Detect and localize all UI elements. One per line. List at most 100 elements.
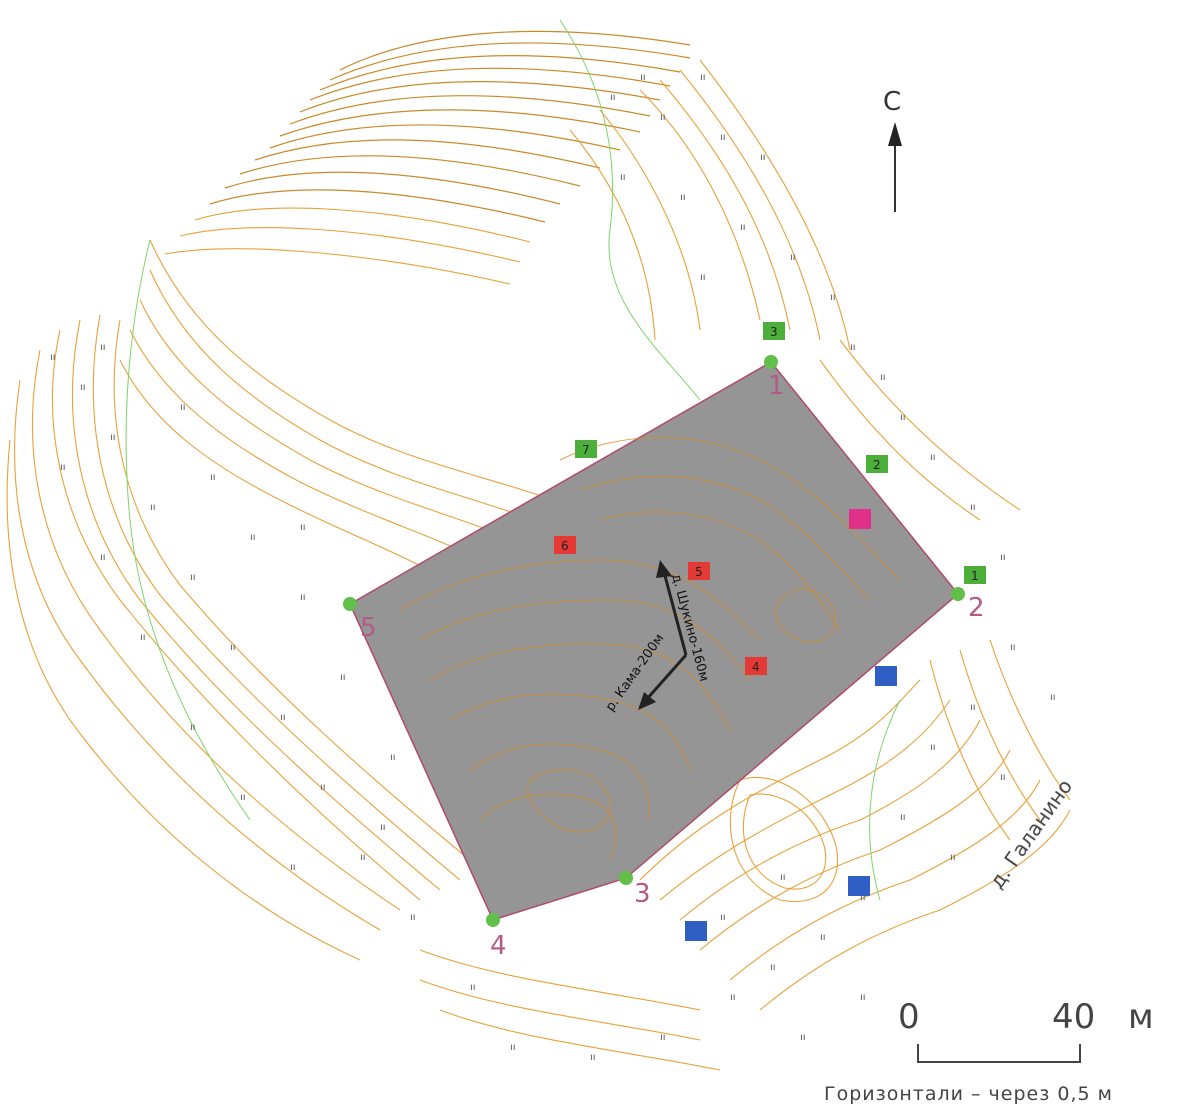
svg-text:ıı: ıı	[860, 892, 866, 903]
svg-text:ıı: ıı	[100, 342, 106, 353]
svg-text:ıı: ıı	[110, 432, 116, 443]
svg-text:ıı: ıı	[820, 932, 826, 943]
green-marker-1-label: 1	[971, 569, 979, 583]
svg-text:ıı: ıı	[970, 702, 976, 713]
scale-end: 40	[1052, 997, 1095, 1037]
svg-text:ıı: ıı	[210, 472, 216, 483]
contour-lines	[6, 30, 1071, 1071]
svg-text:ıı: ıı	[590, 1052, 596, 1063]
svg-text:ıı: ıı	[760, 152, 766, 163]
site-contours	[399, 437, 901, 861]
green-marker-3[interactable]	[763, 322, 785, 340]
vertex-4[interactable]	[486, 913, 500, 927]
svg-text:ıı: ıı	[510, 1042, 516, 1053]
vertex-label-4: 4	[490, 931, 507, 961]
svg-text:ıı: ıı	[410, 912, 416, 923]
green-marker-7-label: 7	[582, 443, 590, 457]
north-label: С	[883, 87, 901, 117]
green-marker-1[interactable]	[964, 566, 986, 584]
svg-text:ıı: ıı	[190, 572, 196, 583]
site-vertices	[343, 355, 965, 927]
svg-text:ıı: ıı	[780, 872, 786, 883]
green-marker-2[interactable]	[866, 455, 888, 473]
red-marker-4-label: 4	[752, 660, 760, 674]
vertex-label-3: 3	[634, 879, 651, 909]
pink-marker[interactable]	[849, 509, 871, 529]
svg-text:ıı: ıı	[700, 72, 706, 83]
green-marker-3-label: 3	[770, 325, 778, 339]
blue-marker[interactable]	[685, 921, 707, 941]
svg-text:ıı: ıı	[250, 532, 256, 543]
scale-unit: м	[1128, 997, 1154, 1037]
svg-text:ıı: ıı	[300, 522, 306, 533]
svg-text:ıı: ıı	[770, 962, 776, 973]
vertex-5[interactable]	[343, 597, 357, 611]
svg-text:ıı: ıı	[360, 852, 366, 863]
svg-text:ıı: ıı	[50, 352, 56, 363]
svg-text:ıı: ıı	[60, 462, 66, 473]
svg-text:ıı: ıı	[850, 342, 856, 353]
svg-text:ıı: ıı	[300, 592, 306, 603]
svg-text:ıı: ıı	[900, 412, 906, 423]
svg-text:ıı: ıı	[620, 172, 626, 183]
svg-text:ıı: ıı	[730, 992, 736, 1003]
svg-text:ıı: ıı	[190, 722, 196, 733]
red-marker-5-label: 5	[695, 565, 703, 579]
svg-text:ıı: ıı	[230, 642, 236, 653]
meadow-symbols: ıı ıı ıı ıı ıı ıı ıı ıı ıı ıı ıı ıı ıı ı…	[50, 72, 1056, 1063]
svg-text:ıı: ıı	[660, 1032, 666, 1043]
svg-text:ıı: ıı	[380, 822, 386, 833]
red-marker-5[interactable]	[688, 562, 710, 580]
green-marker-2-label: 2	[873, 458, 881, 472]
vertex-2[interactable]	[951, 587, 965, 601]
svg-text:ıı: ıı	[1050, 692, 1056, 703]
green-marker-7[interactable]	[575, 440, 597, 458]
streams	[125, 19, 901, 901]
svg-text:ıı: ıı	[610, 92, 616, 103]
svg-text:ıı: ıı	[660, 112, 666, 123]
blue-marker[interactable]	[875, 666, 897, 686]
svg-text:ıı: ıı	[180, 402, 186, 413]
svg-text:ıı: ıı	[640, 72, 646, 83]
svg-text:ıı: ıı	[880, 372, 886, 383]
svg-text:ıı: ıı	[240, 792, 246, 803]
svg-text:ıı: ıı	[140, 632, 146, 643]
svg-text:ıı: ıı	[830, 292, 836, 303]
svg-text:ıı: ıı	[700, 272, 706, 283]
svg-text:ıı: ıı	[720, 912, 726, 923]
svg-text:ıı: ıı	[680, 192, 686, 203]
svg-text:ıı: ıı	[100, 552, 106, 563]
svg-text:ıı: ıı	[470, 982, 476, 993]
svg-text:ıı: ıı	[900, 812, 906, 823]
svg-text:ıı: ıı	[80, 382, 86, 393]
svg-text:ıı: ıı	[950, 852, 956, 863]
red-markers: 6 5 4	[554, 536, 767, 675]
svg-text:ıı: ıı	[320, 782, 326, 793]
vertex-3[interactable]	[619, 871, 633, 885]
svg-text:ıı: ıı	[930, 452, 936, 463]
vertex-label-5: 5	[360, 613, 377, 643]
svg-text:ıı: ıı	[860, 992, 866, 1003]
vertex-label-1: 1	[768, 371, 785, 401]
svg-text:ıı: ıı	[1010, 642, 1016, 653]
red-marker-6[interactable]	[554, 536, 576, 554]
contour-interval-note: Горизонтали – через 0,5 м	[824, 1083, 1113, 1105]
red-marker-4[interactable]	[745, 657, 767, 675]
red-marker-6-label: 6	[561, 539, 569, 553]
svg-text:ıı: ıı	[930, 742, 936, 753]
svg-text:ıı: ıı	[1000, 552, 1006, 563]
direction-arrow	[638, 560, 688, 710]
blue-markers	[685, 666, 897, 941]
construction-site-area[interactable]	[349, 361, 960, 921]
svg-text:ıı: ıı	[1000, 772, 1006, 783]
svg-text:ıı: ıı	[390, 752, 396, 763]
svg-text:ıı: ıı	[340, 672, 346, 683]
svg-text:ıı: ıı	[280, 712, 286, 723]
vertex-1[interactable]	[764, 355, 778, 369]
svg-text:ıı: ıı	[970, 502, 976, 513]
blue-marker[interactable]	[848, 876, 870, 896]
vertex-label-2: 2	[968, 593, 985, 623]
svg-text:ıı: ıı	[800, 1032, 806, 1043]
scale-zero: 0	[898, 997, 920, 1037]
